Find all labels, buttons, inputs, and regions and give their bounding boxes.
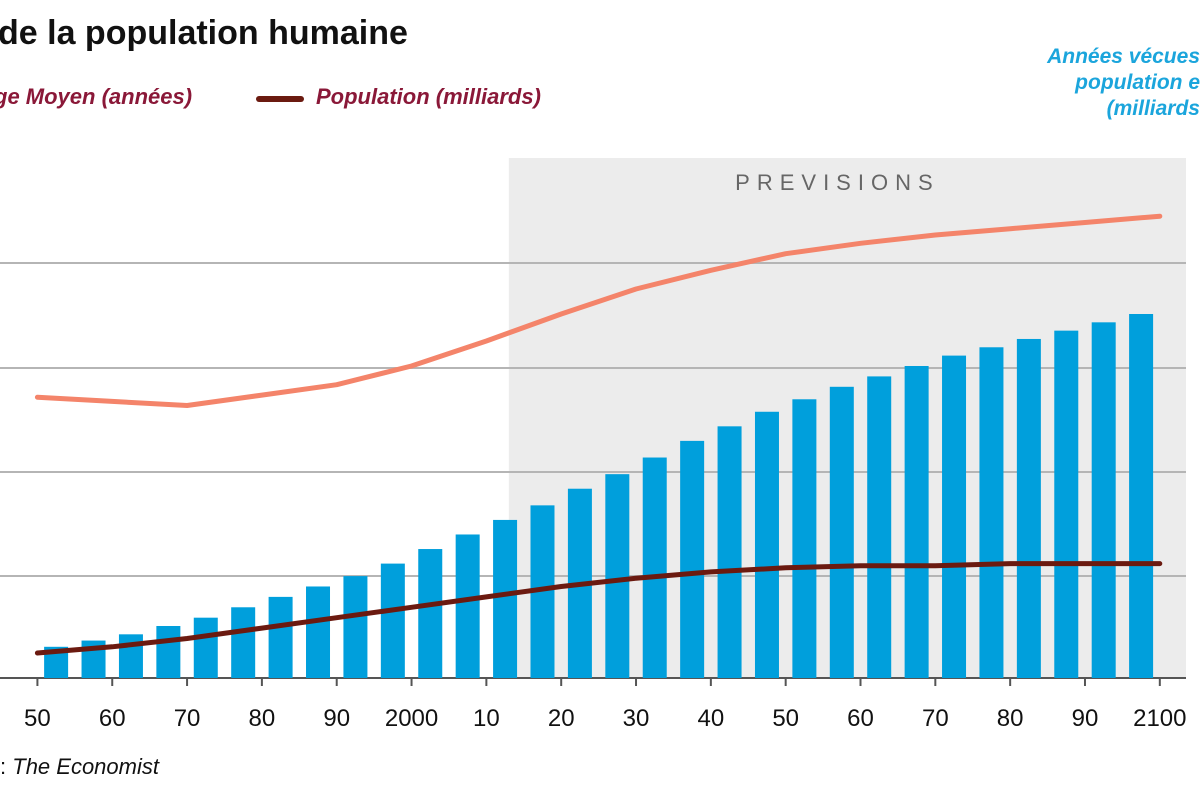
x-tick-label-7: 20 [548,705,575,732]
bar-3 [156,626,181,678]
bar-23 [904,366,929,678]
x-tick-label-6: 10 [473,705,500,732]
legend-population-swatch [256,96,304,102]
bar-25 [979,347,1004,678]
x-tick-label-3: 80 [249,705,276,732]
x-tick-label-11: 60 [847,705,874,732]
x-tick-label-4: 90 [323,705,350,732]
x-tick-label-13: 80 [997,705,1024,732]
x-tick-label-0: 50 [24,705,51,732]
bar-29 [1129,314,1154,678]
bar-4 [193,617,218,678]
bar-6 [268,596,293,678]
right-axis-label: Années vécues population e (milliards [1000,44,1200,122]
bar-27 [1054,330,1079,678]
bar-12 [493,519,518,678]
bar-19 [754,411,779,678]
bar-7 [306,586,331,678]
right-axis-label-line-2: population e [1075,71,1200,94]
x-tick-label-8: 30 [623,705,650,732]
population-line [34,561,1163,656]
bar-9 [380,563,405,678]
bar-5 [231,607,256,678]
x-tick-label-15: 2100 [1133,705,1186,732]
bar-11 [455,534,480,678]
bar-28 [1091,322,1116,678]
right-axis-label-line-3: (milliards [1106,97,1200,120]
source-prefix: : [0,754,7,779]
x-tick-label-5: 2000 [385,705,438,732]
bar-8 [343,576,368,678]
bar-21 [829,386,854,678]
x-axis-ticks: 50 60 70 80 90 2000 10 20 30 40 50 60 70 80 90 2100 [24,678,1187,732]
right-axis-label-line-1: Années vécues [1047,45,1200,68]
x-tick-label-9: 40 [698,705,725,732]
bar-24 [942,355,967,678]
bar-18 [717,426,742,678]
chart-title: de la population humaine [0,14,408,52]
bar-15 [605,474,630,678]
source-publisher: The Economist [12,754,159,779]
legend-population-label: Population (milliards) [316,84,541,109]
bar-20 [792,399,817,678]
x-tick-label-12: 70 [922,705,949,732]
x-tick-label-14: 90 [1072,705,1099,732]
bar-10 [418,549,443,678]
x-tick-label-10: 50 [772,705,799,732]
age-line [34,213,1163,408]
bar-series [44,314,1154,678]
bar-2 [118,634,143,678]
bar-26 [1016,338,1041,678]
bar-16 [642,457,667,678]
forecast-label: PREVISIONS [735,170,939,195]
bar-22 [867,376,892,678]
legend-age-label: ge Moyen (années) [0,84,193,109]
x-tick-label-2: 70 [174,705,201,732]
x-tick-label-1: 60 [99,705,126,732]
source-note: : The Economist [0,754,159,780]
bar-17 [680,440,705,678]
